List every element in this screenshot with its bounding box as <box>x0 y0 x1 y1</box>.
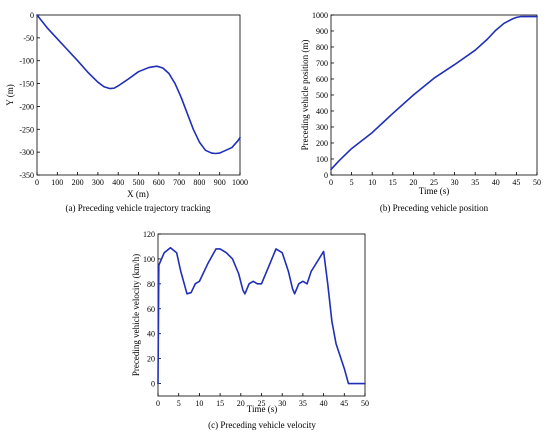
caption-a: (a) Preceding vehicle trajectory trackin… <box>66 203 211 213</box>
series-line-c <box>157 246 366 385</box>
y-tick-label-a: -250 <box>19 125 34 134</box>
x-tick-label-b: 30 <box>451 178 459 187</box>
y-tick-label-c: 100 <box>143 255 155 264</box>
y-tick-label-b: 900 <box>316 27 328 36</box>
y-tick-label-b: 300 <box>316 123 328 132</box>
x-tick-label-a: 0 <box>35 178 39 187</box>
x-tick-label-a: 700 <box>173 178 185 187</box>
x-tick-label-b: 25 <box>430 178 438 187</box>
y-tick-label-b: 1000 <box>312 11 328 20</box>
y-tick-label-b: 400 <box>316 107 328 116</box>
x-tick-label-c: 5 <box>177 399 181 408</box>
chart-panel-c: 0 5 10 15 20 25 30 35 40 45 50 0 20 40 60 80 100 120 Tim… <box>131 230 369 430</box>
y-tick-label-a: -350 <box>19 171 34 180</box>
x-tick-label-c: 30 <box>278 399 286 408</box>
y-tick-label-b: 0 <box>324 171 328 180</box>
x-tick-label-a: 100 <box>51 178 63 187</box>
y-tick-label-a: 0 <box>30 11 34 20</box>
x-ticks-c: 0 5 10 15 20 25 30 35 40 45 50 <box>156 393 369 408</box>
y-ticks-b: 0 100 200 300 400 500 600 700 800 900 1000 <box>312 11 334 180</box>
x-tick-label-a: 400 <box>112 178 124 187</box>
x-axis-label-b: Time (s) <box>419 186 449 196</box>
y-tick-label-a: -150 <box>19 80 34 89</box>
series-line-b <box>330 15 538 171</box>
x-tick-label-c: 50 <box>361 399 369 408</box>
caption-b: (b) Preceding vehicle position <box>380 203 489 213</box>
y-axis-label-a: Y (m) <box>5 84 15 105</box>
y-axis-label-b: Preceding vehicle position (m) <box>300 40 310 151</box>
x-tick-label-c: 35 <box>299 399 307 408</box>
x-ticks-b: 0 5 10 15 20 25 30 35 40 45 50 <box>329 172 541 187</box>
y-tick-label-c: 40 <box>147 330 155 339</box>
x-tick-label-b: 5 <box>350 178 354 187</box>
series-line-a <box>36 14 241 155</box>
x-tick-label-b: 0 <box>329 178 333 187</box>
x-ticks-a: 0 100 200 300 400 500 600 700 800 900 1000 <box>35 172 248 187</box>
x-tick-label-a: 200 <box>72 178 84 187</box>
x-tick-label-b: 50 <box>533 178 541 187</box>
x-tick-label-c: 10 <box>195 399 203 408</box>
y-tick-label-c: 60 <box>147 305 155 314</box>
y-tick-label-a: -300 <box>19 148 34 157</box>
y-ticks-c: 0 20 40 60 80 100 120 <box>143 230 161 389</box>
y-tick-label-b: 700 <box>316 59 328 68</box>
y-tick-label-c: 120 <box>143 230 155 239</box>
y-tick-label-c: 0 <box>151 380 155 389</box>
y-axis-label-c: Preceding vehicle velocity (km/h) <box>131 254 141 376</box>
y-tick-label-a: -200 <box>19 102 34 111</box>
y-tick-label-b: 100 <box>316 155 328 164</box>
x-tick-label-c: 20 <box>237 399 245 408</box>
y-tick-label-b: 600 <box>316 75 328 84</box>
plot-frame-a <box>36 14 241 176</box>
chart-panel-a: 0 100 200 300 400 500 600 700 800 900 1000 0 -50 -10… <box>5 11 248 213</box>
x-tick-label-b: 15 <box>389 178 397 187</box>
x-tick-label-a: 800 <box>193 178 205 187</box>
x-tick-label-a: 600 <box>153 178 165 187</box>
x-tick-label-b: 20 <box>409 178 417 187</box>
x-tick-label-c: 0 <box>156 399 160 408</box>
x-tick-label-c: 15 <box>216 399 224 408</box>
x-tick-label-c: 40 <box>320 399 328 408</box>
x-tick-label-b: 35 <box>471 178 479 187</box>
x-axis-label-a: X (m) <box>127 189 149 199</box>
x-tick-label-b: 45 <box>512 178 520 187</box>
y-tick-label-c: 20 <box>147 355 155 364</box>
plot-frame-b <box>330 14 538 176</box>
y-tick-label-b: 200 <box>316 139 328 148</box>
y-tick-label-b: 800 <box>316 43 328 52</box>
x-tick-label-a: 500 <box>133 178 145 187</box>
x-tick-label-b: 10 <box>368 178 376 187</box>
y-tick-label-b: 500 <box>316 91 328 100</box>
x-tick-label-b: 40 <box>492 178 500 187</box>
x-tick-label-c: 45 <box>340 399 348 408</box>
plot-frame-c <box>157 233 366 397</box>
x-tick-label-a: 300 <box>92 178 104 187</box>
x-tick-label-c: 25 <box>258 399 266 408</box>
x-axis-label-c: Time (s) <box>247 404 277 414</box>
x-tick-label-a: 1000 <box>232 178 248 187</box>
y-tick-label-a: -50 <box>23 34 34 43</box>
chart-panel-b: 0 5 10 15 20 25 30 35 40 45 50 0 100 200 300 400 500 600… <box>300 11 541 213</box>
y-tick-label-a: -100 <box>19 57 34 66</box>
x-tick-label-a: 900 <box>214 178 226 187</box>
y-tick-label-c: 80 <box>147 280 155 289</box>
caption-c: (c) Preceding vehicle velocity <box>208 420 316 430</box>
